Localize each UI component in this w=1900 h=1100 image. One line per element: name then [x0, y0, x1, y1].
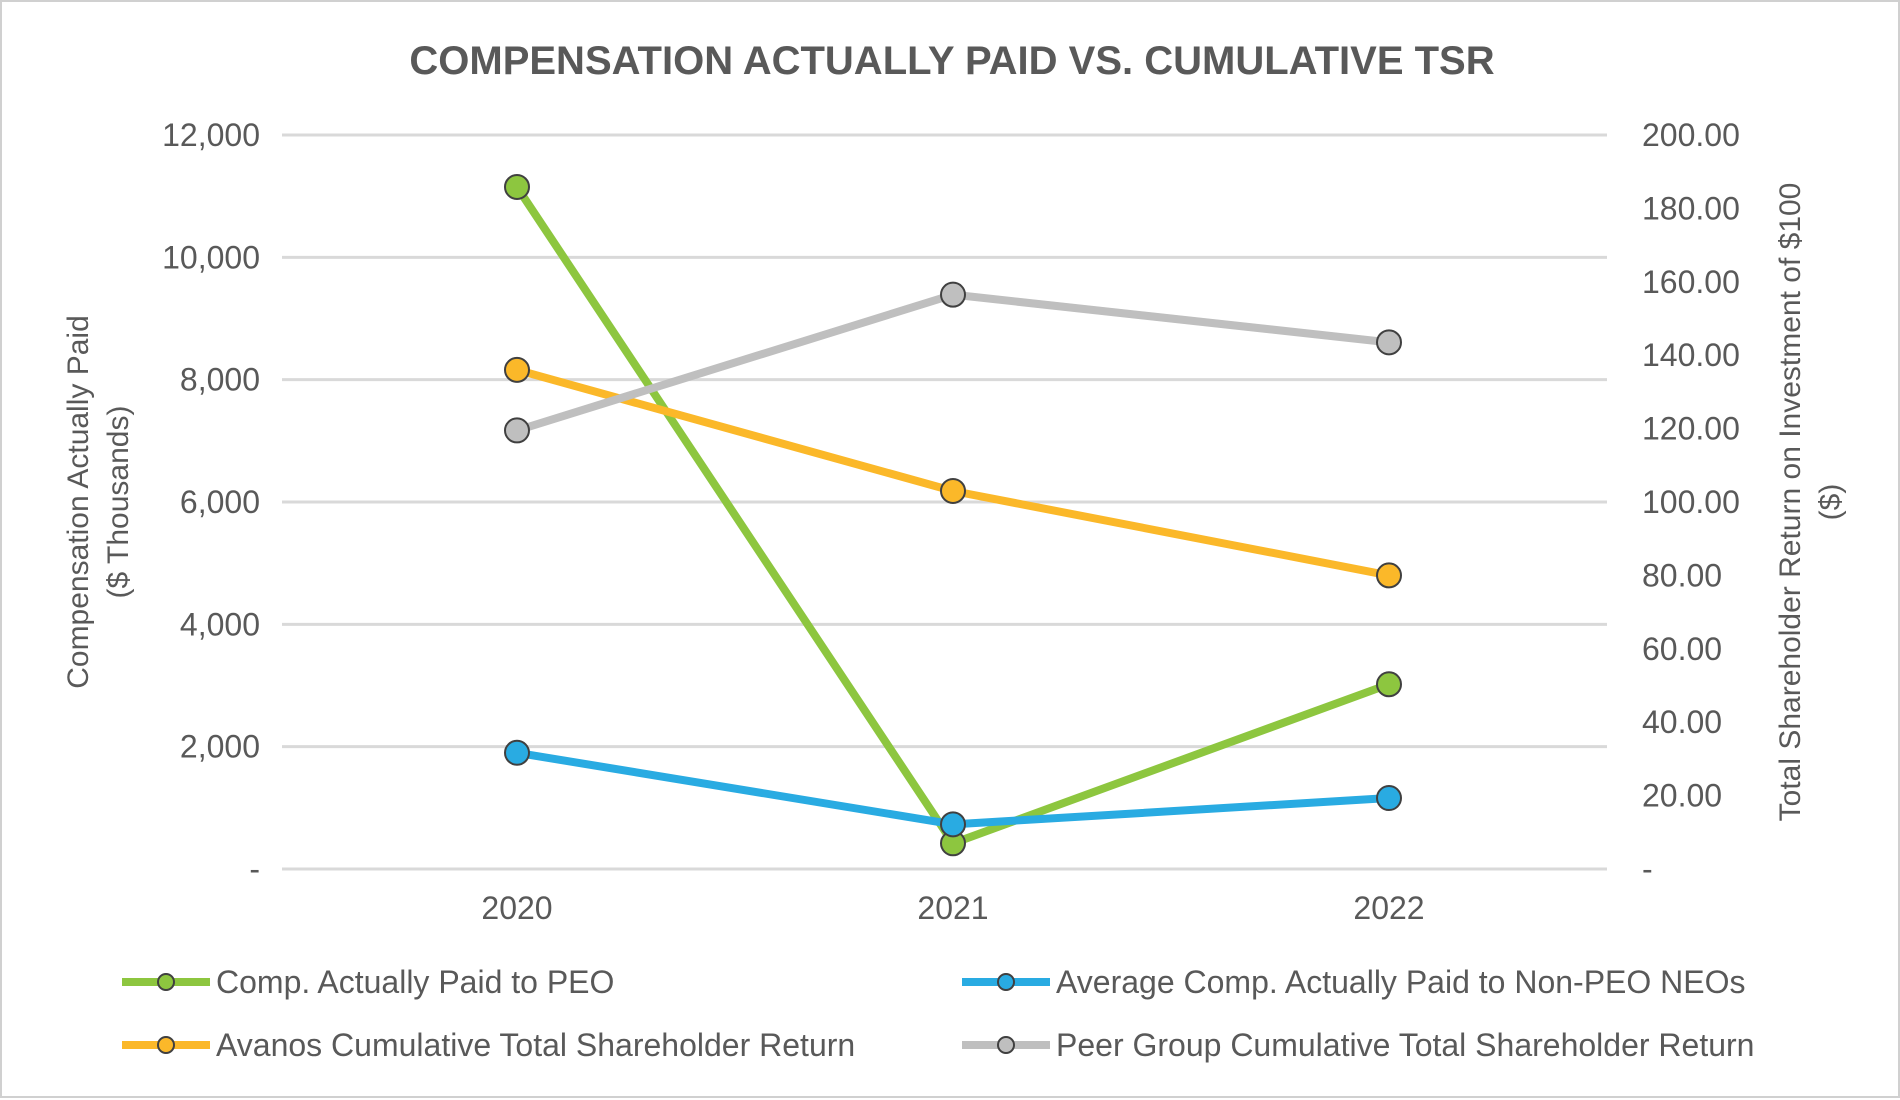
right-tick-label: 160.00	[1642, 264, 1740, 300]
legend-label: Average Comp. Actually Paid to Non-PEO N…	[1056, 964, 1746, 1000]
left-tick-label: 2,000	[180, 729, 260, 765]
legend-entry: Peer Group Cumulative Total Shareholder …	[962, 1027, 1754, 1063]
right-tick-label: 140.00	[1642, 337, 1740, 373]
right-tick-label: 40.00	[1642, 704, 1722, 740]
x-tick-label: 2021	[917, 890, 988, 926]
data-point	[504, 356, 530, 383]
data-point	[940, 811, 966, 838]
data-point	[1376, 562, 1402, 589]
left-tick-label: 8,000	[180, 362, 260, 398]
x-axis-ticks: 2020 2021 2022	[481, 890, 1424, 926]
series-2	[504, 356, 1402, 589]
right-tick-label: 200.00	[1642, 117, 1740, 153]
series-1	[504, 739, 1402, 838]
x-tick-label: 2020	[481, 890, 552, 926]
right-tick-label: 20.00	[1642, 778, 1722, 814]
data-point	[940, 281, 966, 308]
right-tick-label: 180.00	[1642, 190, 1740, 226]
right-tick-label: 120.00	[1642, 411, 1740, 447]
series-0	[504, 173, 1402, 857]
legend-swatch-marker	[997, 1036, 1015, 1054]
x-tick-label: 2022	[1353, 890, 1424, 926]
legend-swatch-marker	[157, 973, 175, 991]
right-axis-ticks: - 20.00 40.00 60.00 80.00 100.00 120.00 140.00 1…	[1642, 117, 1740, 887]
left-axis-label-line2: ($ Thousands)	[102, 406, 135, 599]
legend-swatch-marker	[997, 973, 1015, 991]
data-point	[1376, 329, 1402, 356]
series-lines	[504, 173, 1402, 857]
right-tick-label: -	[1642, 851, 1653, 887]
right-axis-label-line1: Total Shareholder Return on Investment o…	[1774, 183, 1807, 822]
legend: Comp. Actually Paid to PEO Average Comp. …	[122, 964, 1754, 1063]
legend-entry: Comp. Actually Paid to PEO	[122, 964, 614, 1000]
right-tick-label: 60.00	[1642, 631, 1722, 667]
right-tick-label: 100.00	[1642, 484, 1740, 520]
data-point	[504, 173, 530, 200]
series-3	[504, 281, 1402, 444]
left-tick-label: 10,000	[162, 239, 260, 275]
legend-entry: Average Comp. Actually Paid to Non-PEO N…	[962, 964, 1746, 1000]
chart-title: COMPENSATION ACTUALLY PAID VS. CUMULATIV…	[409, 39, 1494, 83]
data-point	[504, 739, 530, 766]
legend-swatch-marker	[157, 1036, 175, 1054]
left-axis-label-line1: Compensation Actually Paid	[62, 315, 95, 689]
right-tick-label: 80.00	[1642, 557, 1722, 593]
data-point	[1376, 671, 1402, 698]
left-tick-label: 4,000	[180, 606, 260, 642]
series-line	[515, 366, 1390, 580]
legend-entry: Avanos Cumulative Total Shareholder Retu…	[122, 1027, 855, 1063]
right-axis-label-line2: ($)	[1814, 484, 1847, 521]
legend-label: Avanos Cumulative Total Shareholder Retu…	[216, 1027, 855, 1063]
data-point	[940, 477, 966, 504]
data-point	[504, 417, 530, 444]
left-tick-label: 6,000	[180, 484, 260, 520]
legend-label: Peer Group Cumulative Total Shareholder …	[1056, 1027, 1754, 1063]
gridlines	[282, 133, 1607, 871]
left-tick-label: -	[249, 851, 260, 887]
data-point	[1376, 785, 1402, 812]
legend-label: Comp. Actually Paid to PEO	[216, 964, 614, 1000]
left-axis-ticks: - 2,000 4,000 6,000 8,000 10,000 12,000	[162, 117, 260, 887]
left-tick-label: 12,000	[162, 117, 260, 153]
